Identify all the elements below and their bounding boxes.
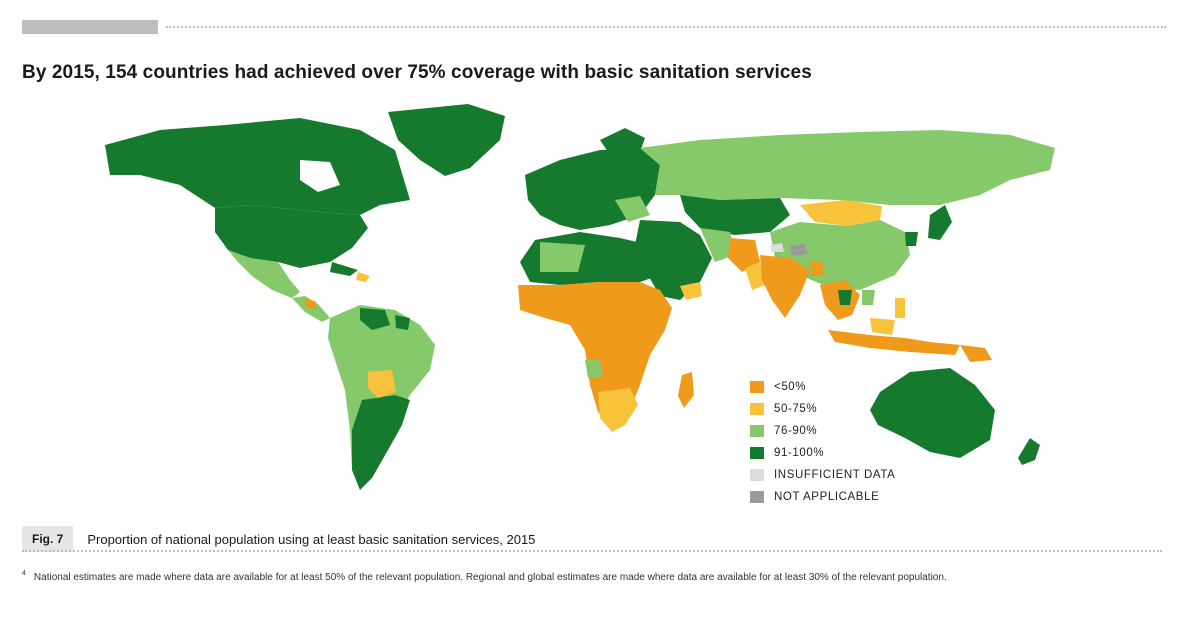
figure-caption: Fig. 7 Proportion of national population… [22,526,535,552]
region-indonesia [828,330,960,355]
header-dotted-rule [166,26,1166,28]
region-bolivia [368,370,396,398]
legend-swatch [750,403,764,415]
map-title: By 2015, 154 countries had achieved over… [22,62,812,83]
region-madagascar [678,372,694,408]
region-venezuela [360,308,390,330]
region-sub-saharan-africa [518,282,672,428]
footnote: 4 National estimates are made where data… [22,570,947,583]
region-central-america [292,296,330,322]
region-new-zealand [1018,438,1040,465]
legend-label: 50-75% [774,403,818,415]
region-southern-africa [598,388,638,432]
region-afghanistan-pakistan [728,238,760,272]
footnote-text: National estimates are made where data a… [33,572,947,583]
header-bar [22,20,158,34]
region-russia [640,130,1055,205]
region-usa [215,205,368,268]
legend-label: 91-100% [774,447,825,459]
legend-label: <50% [774,381,807,393]
legend-swatch [750,491,764,503]
legend-label: 76-90% [774,425,818,437]
region-middle-east [635,220,712,300]
legend-item: 91-100% [750,442,895,464]
region-central-asia [680,195,790,235]
legend-item: 76-90% [750,420,895,442]
legend-label: NOT APPLICABLE [774,491,880,503]
legend-item: NOT APPLICABLE [750,486,895,508]
region-australia [870,368,995,458]
region-japan [928,205,952,240]
region-argentina-chile [352,395,410,490]
region-mongolia [800,200,882,226]
footnote-marker: 4 [22,570,26,577]
legend-item: INSUFFICIENT DATA [750,464,895,486]
figure-label: Fig. 7 [22,526,74,552]
legend-swatch [750,381,764,393]
region-mexico [228,250,300,298]
world-map [105,104,1055,490]
legend-swatch [750,425,764,437]
figure-caption-text: Proportion of national population using … [87,531,536,547]
legend-swatch [750,447,764,459]
region-papua [960,345,992,362]
region-canada [105,118,410,215]
legend-item: <50% [750,376,895,398]
region-caribbean [330,262,358,276]
legend-item: 50-75% [750,398,895,420]
region-india [760,255,810,318]
region-greenland [388,104,505,176]
caption-dotted-rule [22,550,1162,552]
map-legend: <50% 50-75% 76-90% 91-100% INSUFFICIENT … [750,376,895,508]
legend-swatch [750,469,764,481]
legend-label: INSUFFICIENT DATA [774,469,896,481]
